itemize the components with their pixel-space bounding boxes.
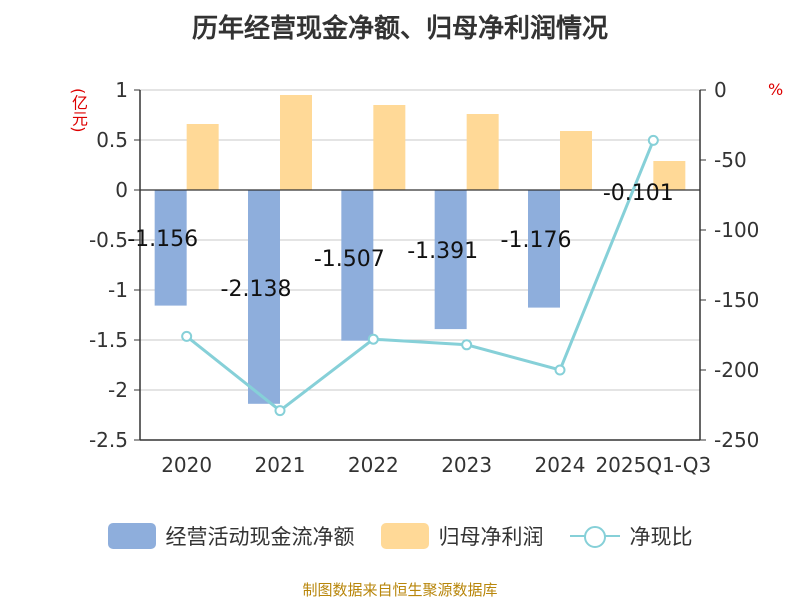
legend-swatch-netprofit xyxy=(380,523,429,549)
point-ratio xyxy=(274,405,286,417)
legend-label-netprofit: 归母净利润 xyxy=(438,525,544,549)
point-ratio xyxy=(367,333,379,345)
x-tick-label: 2021 xyxy=(255,453,306,477)
line-ratio xyxy=(185,139,655,413)
left-tick-label: 0 xyxy=(115,178,128,202)
source-note: 制图数据来自恒生聚源数据库 xyxy=(302,581,498,599)
legend-item-ratio[interactable]: 净现比 xyxy=(569,521,693,551)
data-label-cashflow: -2.138 xyxy=(221,277,292,302)
left-tick-label: -2.5 xyxy=(89,428,128,452)
bar-cashflow xyxy=(528,190,560,308)
right-tick-label: -50 xyxy=(714,148,747,172)
right-tick-label: -200 xyxy=(714,358,759,382)
x-tick-label: 2023 xyxy=(441,453,492,477)
legend-label-ratio: 净现比 xyxy=(629,525,693,549)
x-tick-label: 2024 xyxy=(535,453,586,477)
legend-label-cashflow: 经营活动现金流净额 xyxy=(165,525,355,549)
legend-item-netprofit[interactable]: 归母净利润 xyxy=(380,521,544,551)
data-label-cashflow: -1.391 xyxy=(407,239,478,264)
bar-netprofit xyxy=(373,105,406,190)
left-tick-label: 0.5 xyxy=(96,128,128,152)
point-ratio xyxy=(181,330,193,342)
legend-swatch-cashflow xyxy=(107,523,156,549)
bar-netprofit xyxy=(653,161,686,190)
legend: 经营活动现金流净额 归母净利润 净现比 xyxy=(0,518,800,554)
left-tick-label: -1.5 xyxy=(89,328,128,352)
point-ratio xyxy=(647,134,659,146)
right-tick-label: 0 xyxy=(714,78,727,102)
right-tick-label: -150 xyxy=(714,288,759,312)
bar-netprofit xyxy=(560,131,592,190)
bar-netprofit xyxy=(280,95,312,190)
data-label-netprofit: -0.101 xyxy=(603,181,674,206)
left-tick-label: -2 xyxy=(108,378,128,402)
x-tick-label: 2022 xyxy=(348,453,399,477)
right-tick-label: -250 xyxy=(714,428,759,452)
chart-title: 历年经营现金净额、归母净利润情况 xyxy=(191,14,608,44)
left-tick-label: 1 xyxy=(115,78,128,102)
bar-netprofit xyxy=(466,114,499,190)
data-label-cashflow: -1.176 xyxy=(501,228,572,253)
left-tick-label: -0.5 xyxy=(89,228,128,252)
left-axis-unit: (亿元) xyxy=(69,88,88,133)
right-axis-unit: % xyxy=(768,80,784,99)
x-tick-label: 2025Q1-Q3 xyxy=(595,453,711,477)
legend-swatch-ratio xyxy=(569,523,620,549)
data-label-cashflow: -1.507 xyxy=(314,247,385,272)
legend-item-cashflow[interactable]: 经营活动现金流净额 xyxy=(107,521,355,551)
point-ratio xyxy=(554,364,566,376)
bar-cashflow xyxy=(154,190,187,306)
left-tick-label: -1 xyxy=(108,278,128,302)
data-label-cashflow: -1.156 xyxy=(127,227,198,252)
bar-cashflow xyxy=(434,190,467,330)
bar-netprofit xyxy=(186,124,219,190)
right-tick-label: -100 xyxy=(714,218,759,242)
bar-cashflow xyxy=(248,190,280,404)
x-tick-label: 2020 xyxy=(161,453,212,477)
bar-cashflow xyxy=(341,190,374,341)
point-ratio xyxy=(461,339,473,351)
